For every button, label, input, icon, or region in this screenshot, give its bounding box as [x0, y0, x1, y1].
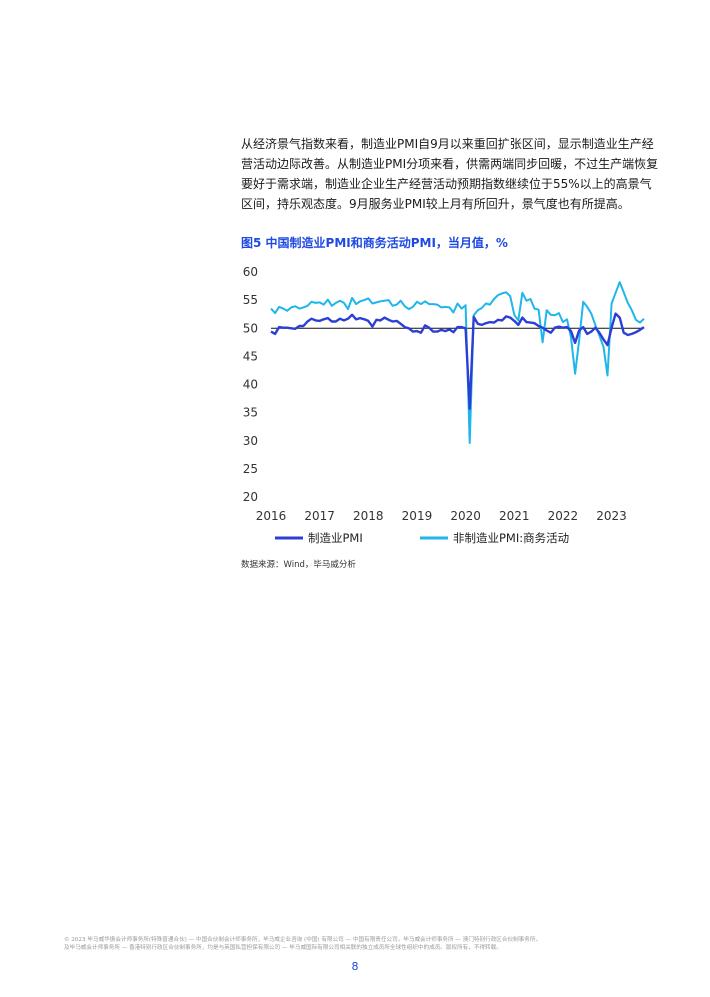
pmi-line-chart: 60 55 50 45 40 35 30 25 20 2016 2017 2018 2019 2020 20…	[243, 265, 645, 545]
x-tick-label: 2020	[450, 509, 481, 523]
data-source-note: 数据来源：Wind，毕马威分析	[241, 560, 356, 570]
paragraph-line: 从经济景气指数来看，制造业PMI自9月以来重回扩张区间，显示制造业生产经	[241, 137, 654, 151]
x-tick-label: 2017	[304, 509, 335, 523]
y-tick-label: 35	[243, 406, 258, 420]
legend-manufacturing-pmi-label: 制造业PMI	[308, 531, 363, 545]
footer-line: 及毕马威会计师事务所 — 香港特别行政区合伙制事务所，均是与英国私营担保有限公司…	[64, 945, 502, 951]
paragraph-line: 营活动边际改善。从制造业PMI分项来看，供需两端同步回暖，不过生产端恢复	[241, 157, 659, 171]
x-tick-label: 2021	[499, 509, 530, 523]
copyright-footer: © 2023 毕马威华振会计师事务所(特殊普通合伙) — 中国合伙制会计师事务所…	[64, 936, 654, 952]
figure-title: 图5 中国制造业PMI和商务活动PMI，当月值，%	[241, 236, 508, 250]
x-tick-label: 2022	[548, 509, 579, 523]
y-tick-label: 40	[243, 378, 258, 392]
y-tick-label: 20	[243, 490, 258, 504]
paragraph-line: 区间，持乐观态度。9月服务业PMI较上月有所回升，景气度也有所提高。	[241, 197, 630, 211]
series-line-manufacturing-pmi	[270, 312, 645, 410]
body-paragraph: 从经济景气指数来看，制造业PMI自9月以来重回扩张区间，显示制造业生产经 营活动…	[241, 134, 661, 214]
footer-line: © 2023 毕马威华振会计师事务所(特殊普通合伙) — 中国合伙制会计师事务所…	[64, 937, 542, 943]
y-tick-label: 60	[243, 265, 258, 279]
y-tick-label: 55	[243, 293, 258, 307]
y-tick-label: 50	[243, 321, 258, 335]
y-tick-label: 25	[243, 462, 258, 476]
paragraph-line: 要好于需求端，制造业企业生产经营活动预期指数继续位于55%以上的高景气	[241, 177, 652, 191]
series-line-nonmanufacturing-pmi	[270, 281, 645, 444]
y-tick-label: 30	[243, 434, 258, 448]
page-number: 8	[351, 960, 359, 973]
x-tick-label: 2023	[596, 509, 627, 523]
x-tick-label: 2019	[402, 509, 433, 523]
y-tick-label: 45	[243, 349, 258, 363]
x-tick-label: 2018	[353, 509, 384, 523]
x-tick-label: 2016	[256, 509, 287, 523]
legend-nonmanufacturing-pmi-label: 非制造业PMI:商务活动	[453, 531, 569, 545]
